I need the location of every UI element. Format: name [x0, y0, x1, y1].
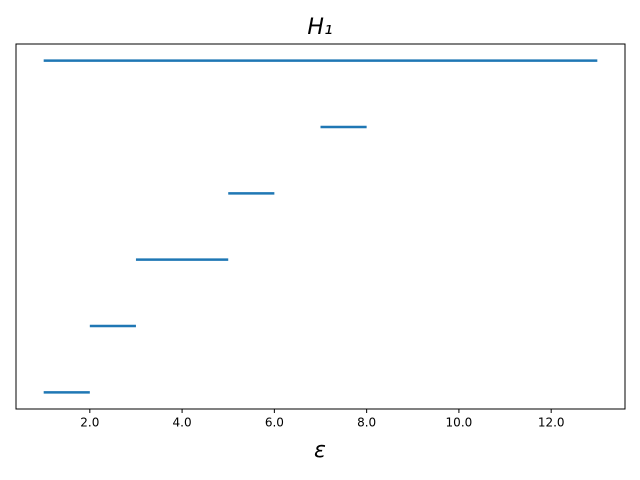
x-tick-label: 2.0 [80, 416, 99, 430]
x-tick-label: 8.0 [357, 416, 376, 430]
chart-title: H₁ [307, 15, 332, 40]
plot-frame [15, 43, 626, 410]
x-axis-label: ε [314, 438, 326, 463]
x-tick-label: 4.0 [173, 416, 192, 430]
x-tick-label: 6.0 [265, 416, 284, 430]
x-tick-label: 10.0 [446, 416, 473, 430]
x-tick-label: 12.0 [538, 416, 565, 430]
